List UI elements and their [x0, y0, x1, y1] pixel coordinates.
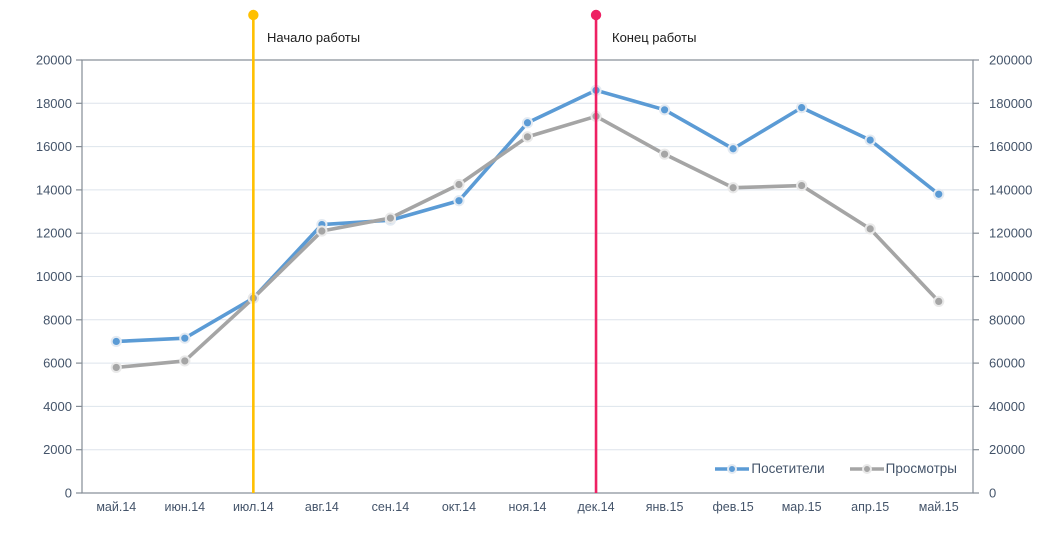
svg-text:янв.15: янв.15 — [646, 500, 684, 514]
legend: Посетители Просмотры — [714, 461, 957, 476]
svg-text:140000: 140000 — [989, 182, 1032, 197]
svg-text:18000: 18000 — [36, 96, 72, 111]
svg-text:180000: 180000 — [989, 96, 1032, 111]
svg-text:20000: 20000 — [36, 53, 72, 68]
svg-text:6000: 6000 — [43, 356, 72, 371]
svg-text:окт.14: окт.14 — [442, 500, 476, 514]
svg-text:фев.15: фев.15 — [712, 500, 753, 514]
annotation-label-end: Конец работы — [612, 30, 696, 45]
svg-text:60000: 60000 — [989, 356, 1025, 371]
svg-text:160000: 160000 — [989, 139, 1032, 154]
legend-marker-visitors-icon — [715, 463, 750, 474]
annotation-start-line — [248, 9, 259, 493]
svg-text:0: 0 — [65, 486, 72, 501]
svg-text:120000: 120000 — [989, 226, 1032, 241]
series-views-line — [114, 114, 941, 370]
svg-text:20000: 20000 — [989, 442, 1025, 457]
svg-text:2000: 2000 — [43, 442, 72, 457]
annotation-end-line — [590, 9, 602, 493]
svg-text:10000: 10000 — [36, 269, 72, 284]
x-axis-labels: май.14 июн.14 июл.14 авг.14 сен.14 окт.14 ноя.… — [96, 500, 958, 514]
svg-text:апр.15: апр.15 — [851, 500, 889, 514]
svg-text:8000: 8000 — [43, 312, 72, 327]
svg-text:авг.14: авг.14 — [305, 500, 339, 514]
legend-label-views: Просмотры — [885, 461, 957, 476]
svg-text:мар.15: мар.15 — [782, 500, 822, 514]
y-axis-right: 0 20000 40000 60000 80000 100000 120000 140000 1… — [973, 53, 1032, 501]
svg-text:40000: 40000 — [989, 399, 1025, 414]
annotation-end-text: Конец работы — [612, 30, 697, 45]
svg-text:июл.14: июл.14 — [233, 500, 274, 514]
svg-text:май.15: май.15 — [919, 500, 959, 514]
svg-text:ноя.14: ноя.14 — [508, 500, 546, 514]
svg-text:сен.14: сен.14 — [372, 500, 410, 514]
svg-text:100000: 100000 — [989, 269, 1032, 284]
svg-text:16000: 16000 — [36, 139, 72, 154]
svg-text:май.14: май.14 — [96, 500, 136, 514]
annotation-start-text: Начало работы — [267, 30, 361, 45]
svg-text:дек.14: дек.14 — [577, 500, 614, 514]
y-axis-left: 0 2000 4000 6000 8000 10000 12000 14000 16000 180… — [36, 53, 82, 501]
legend-item-views[interactable]: Просмотры — [849, 461, 957, 476]
svg-text:80000: 80000 — [989, 312, 1025, 327]
legend-marker-views-icon — [849, 463, 884, 474]
svg-text:0: 0 — [989, 486, 996, 501]
legend-label-visitors: Посетители — [751, 461, 825, 476]
svg-text:14000: 14000 — [36, 182, 72, 197]
annotation-label-start: Начало работы — [267, 30, 360, 45]
svg-text:4000: 4000 — [43, 399, 72, 414]
svg-text:12000: 12000 — [36, 226, 72, 241]
legend-item-visitors[interactable]: Посетители — [714, 461, 825, 476]
gridlines — [82, 102, 973, 451]
svg-text:200000: 200000 — [989, 53, 1032, 68]
series-views-markers — [110, 110, 945, 374]
svg-text:июн.14: июн.14 — [164, 500, 205, 514]
